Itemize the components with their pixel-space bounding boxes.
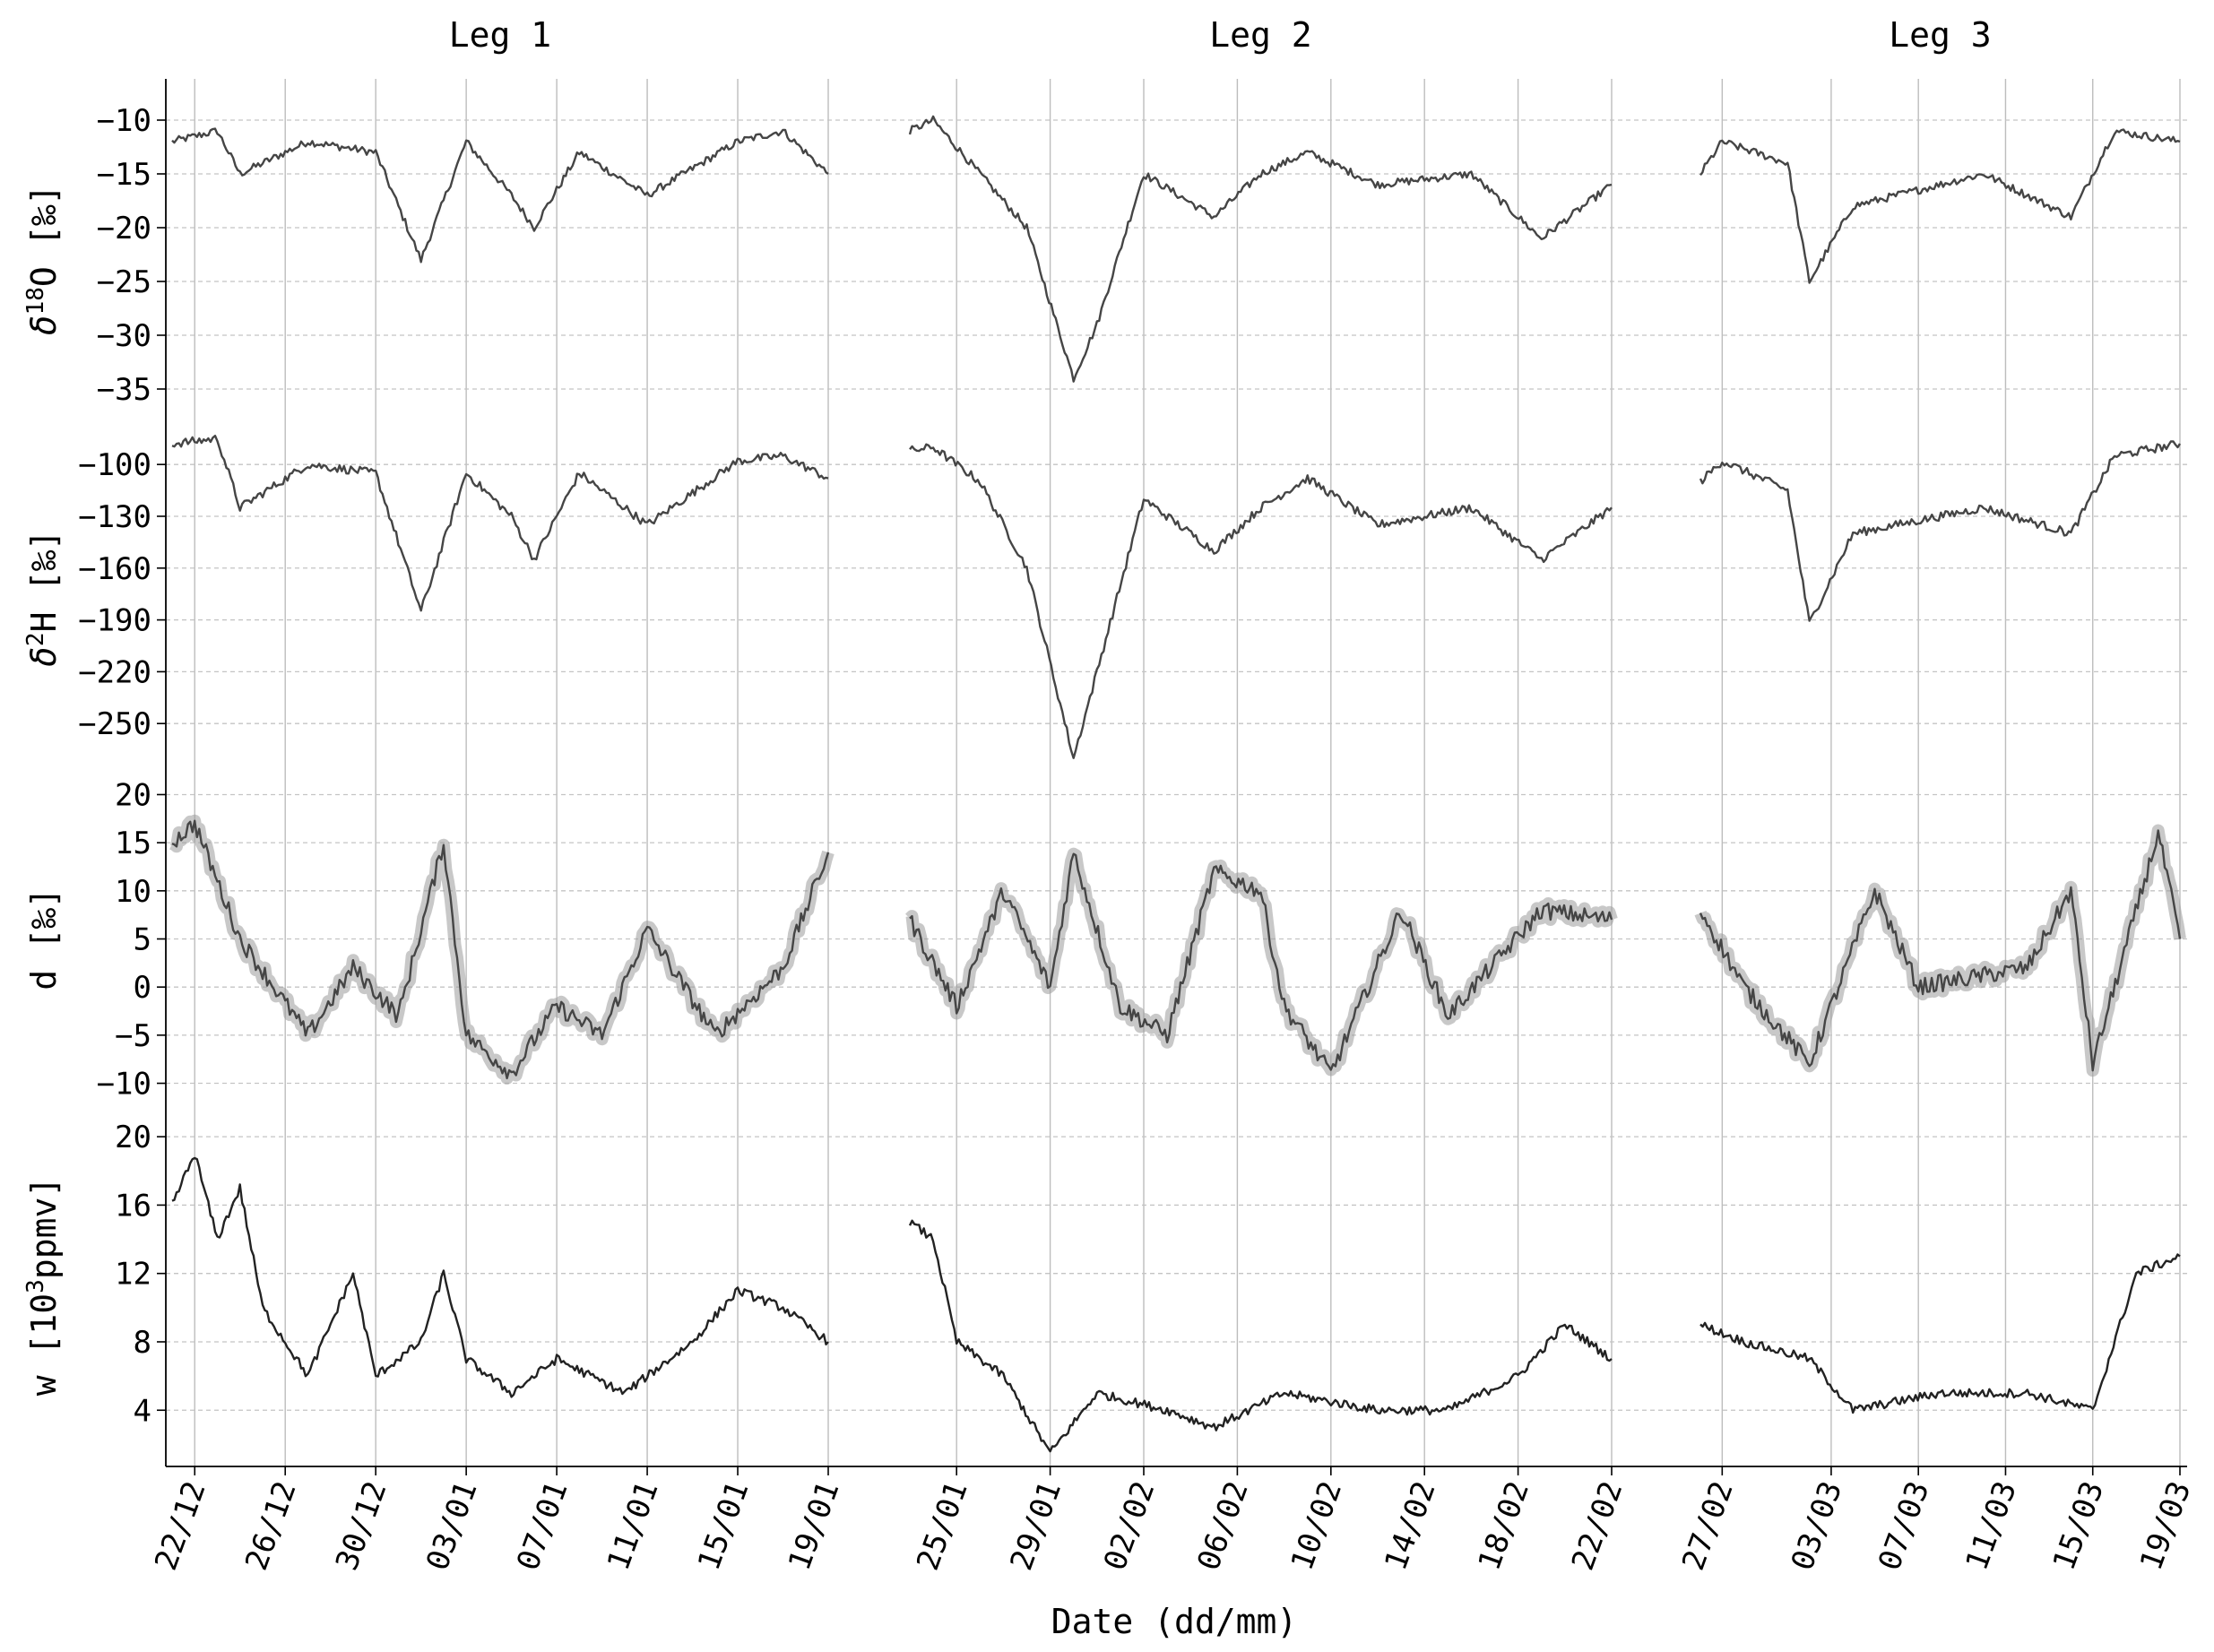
x-tick-label: 25/01 xyxy=(910,1476,975,1575)
y-axis-label: δ18O [‰] xyxy=(22,185,64,336)
x-tick-label: 07/03 xyxy=(1872,1476,1937,1575)
x-tick-label: 07/01 xyxy=(510,1476,575,1575)
x-tick-label: 15/01 xyxy=(691,1476,757,1575)
x-tick-label: 06/02 xyxy=(1190,1476,1256,1575)
y-tick-label: −5 xyxy=(115,1018,151,1054)
y-tick-label: −35 xyxy=(97,372,151,408)
y-tick-label: −130 xyxy=(78,499,151,535)
x-tick-label: 18/02 xyxy=(1471,1476,1536,1575)
y-axis-label-main: d [‰] xyxy=(24,887,64,990)
y-tick-label: −10 xyxy=(97,103,151,139)
y-tick-label: −250 xyxy=(78,706,151,742)
y-tick-label: −25 xyxy=(97,264,151,300)
x-tick-label: 27/02 xyxy=(1675,1476,1741,1575)
series-line-d18O-leg3 xyxy=(1699,128,2181,284)
y-axis-label-main: δ xyxy=(24,315,64,335)
series-line-d-leg2 xyxy=(909,852,1613,1071)
x-tick-label: 03/01 xyxy=(419,1476,485,1575)
y-tick-label: −30 xyxy=(97,318,151,354)
grid-layer xyxy=(166,79,2187,1466)
y-tick-label: −10 xyxy=(97,1067,151,1103)
y-tick-label: 15 xyxy=(115,826,151,861)
y-tick-label: −100 xyxy=(78,447,151,483)
y-tick-label: 12 xyxy=(115,1257,151,1293)
y-tick-label: −160 xyxy=(78,551,151,587)
y-tick-label: −20 xyxy=(97,211,151,247)
y-tick-label: 10 xyxy=(115,874,151,910)
y-tick-label: −15 xyxy=(97,157,151,193)
y-tick-label: 20 xyxy=(115,777,151,813)
x-tick-label: 19/03 xyxy=(2133,1476,2199,1575)
y-tick-label: 16 xyxy=(115,1188,151,1224)
x-tick-label: 02/02 xyxy=(1097,1476,1163,1575)
series-line-d-leg1 xyxy=(171,819,830,1080)
series-line-w-leg3 xyxy=(1699,1253,2181,1414)
leg-title: Leg 1 xyxy=(449,15,551,55)
y-tick-label: 4 xyxy=(134,1393,151,1429)
y-axis-label-main: δ xyxy=(24,646,64,667)
x-tick-label: 03/03 xyxy=(1785,1476,1850,1575)
y-tick-label: −190 xyxy=(78,603,151,639)
y-axis-label: δ2H [‰] xyxy=(22,530,64,667)
series-line-w-leg2 xyxy=(908,1219,1613,1453)
y-axis-label-superscript: 3 xyxy=(22,1279,49,1293)
y-axis-label-rest: H [‰] xyxy=(24,530,64,632)
y-axis-label: d [‰] xyxy=(24,887,64,990)
series-line-w-leg1 xyxy=(171,1156,829,1398)
series-line-d18O-leg2 xyxy=(908,115,1613,383)
leg-title: Leg 3 xyxy=(1889,15,1991,55)
uncertainty-band xyxy=(168,814,835,1085)
x-axis-label: Date (dd/mm) xyxy=(1051,1602,1298,1641)
series-line-d-leg3 xyxy=(1699,829,2182,1072)
x-tick-label: 15/03 xyxy=(2046,1476,2112,1575)
y-axis-label-superscript: 18 xyxy=(22,287,49,315)
x-tick-label: 22/02 xyxy=(1565,1476,1630,1575)
y-axis-label-rest: O [‰] xyxy=(24,185,64,287)
series-line-d2H-leg2 xyxy=(909,443,1613,759)
series-line-d2H-leg1 xyxy=(171,435,829,612)
y-tick-label: 5 xyxy=(134,922,151,958)
x-tick-label: 22/12 xyxy=(148,1476,213,1575)
uncertainty-band xyxy=(1694,824,2186,1077)
x-tick-label: 11/01 xyxy=(601,1476,666,1575)
y-tick-label: 0 xyxy=(134,970,151,1006)
x-tick-label: 29/01 xyxy=(1003,1476,1068,1575)
y-axis-label-superscript: 2 xyxy=(22,632,49,646)
axis-layer xyxy=(157,79,2187,1475)
y-axis-label-rest: ppmv] xyxy=(24,1177,64,1279)
x-tick-label: 14/02 xyxy=(1378,1476,1443,1575)
y-tick-label: −220 xyxy=(78,654,151,690)
y-axis-label-main: w [10 xyxy=(24,1293,64,1396)
x-tick-label: 26/12 xyxy=(238,1476,304,1575)
x-tick-label: 10/02 xyxy=(1284,1476,1350,1575)
uncertainty-band xyxy=(905,847,1618,1077)
y-axis-label: w [103ppmv] xyxy=(22,1177,64,1396)
x-tick-label: 11/03 xyxy=(1959,1476,2024,1575)
leg-title: Leg 2 xyxy=(1209,15,1311,55)
y-tick-label: 8 xyxy=(134,1325,151,1361)
x-tick-label: 30/12 xyxy=(329,1476,394,1575)
x-tick-label: 19/01 xyxy=(782,1476,847,1575)
series-line-layer xyxy=(171,115,2182,1453)
y-tick-label: 20 xyxy=(115,1120,151,1155)
series-line-d18O-leg1 xyxy=(171,127,829,264)
series-line-d2H-leg3 xyxy=(1699,440,2182,622)
